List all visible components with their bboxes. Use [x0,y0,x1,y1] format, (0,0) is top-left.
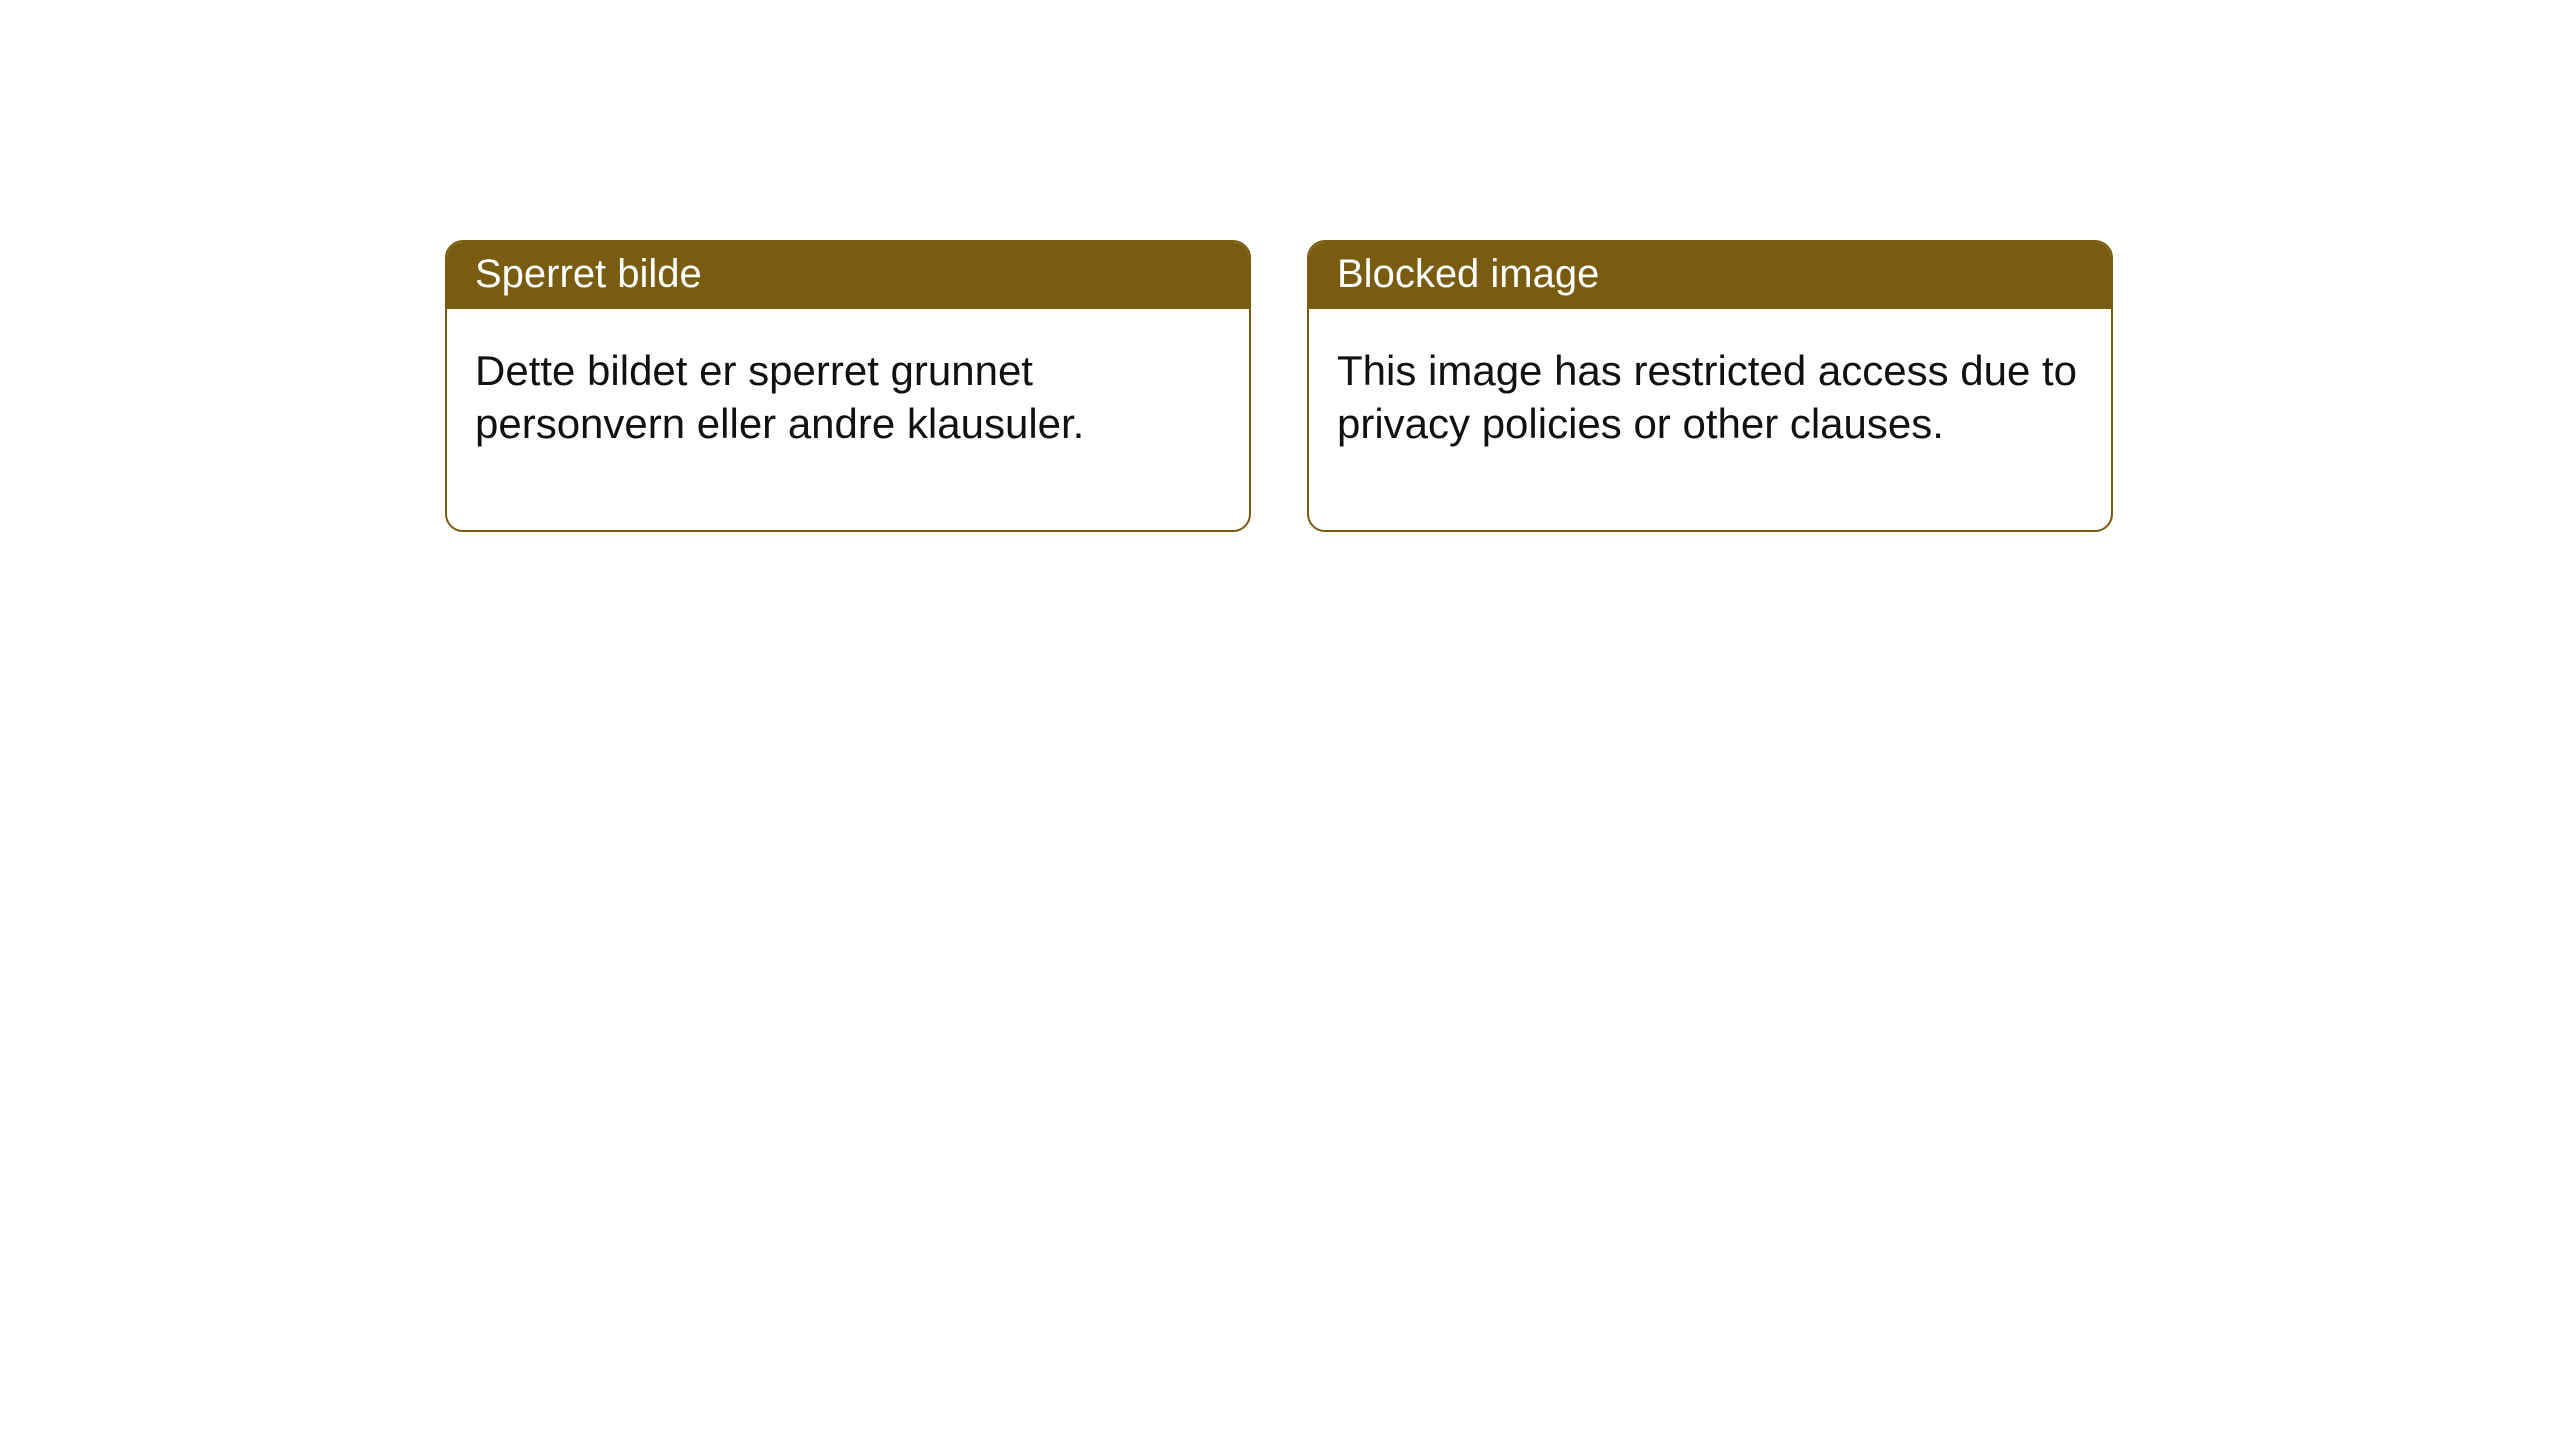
notice-body-norwegian: Dette bildet er sperret grunnet personve… [447,309,1249,530]
notice-header-norwegian: Sperret bilde [447,242,1249,309]
notice-header-english: Blocked image [1309,242,2111,309]
notice-card-norwegian: Sperret bilde Dette bildet er sperret gr… [445,240,1251,532]
notice-card-english: Blocked image This image has restricted … [1307,240,2113,532]
notices-container: Sperret bilde Dette bildet er sperret gr… [445,240,2113,532]
notice-body-english: This image has restricted access due to … [1309,309,2111,530]
